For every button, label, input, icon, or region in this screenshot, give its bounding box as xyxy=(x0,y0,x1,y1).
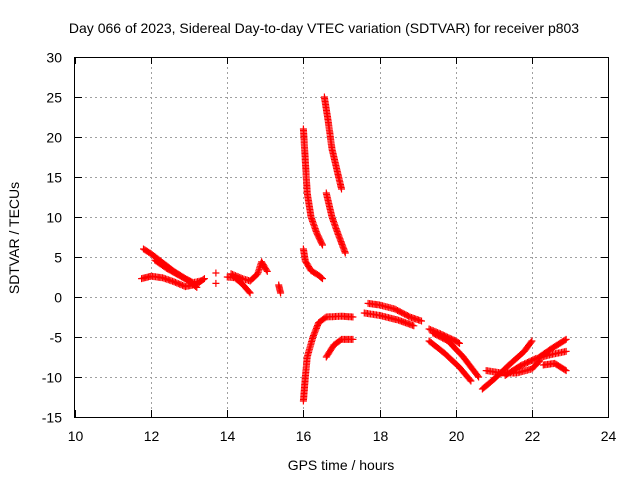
data-point xyxy=(528,337,536,345)
data-point xyxy=(466,376,474,384)
data-point xyxy=(212,279,220,287)
track-arc-5 xyxy=(227,258,271,285)
y-tick-label: -15 xyxy=(42,410,62,426)
y-tick-label: 25 xyxy=(46,90,62,106)
track-arc-3 xyxy=(151,256,201,291)
track-arc-14 xyxy=(360,309,418,330)
data-point xyxy=(562,347,570,355)
track-arc-9 xyxy=(320,93,345,193)
data-point xyxy=(561,336,569,344)
y-tick-label: 5 xyxy=(54,250,62,266)
track-arc-7 xyxy=(299,125,326,249)
data-point xyxy=(410,322,418,330)
data-point xyxy=(454,339,462,347)
chart-title: Day 066 of 2023, Sidereal Day-to-day VTE… xyxy=(69,20,579,36)
y-axis-label: SDTVAR / TECUs xyxy=(6,182,22,294)
track-arc-8 xyxy=(299,245,326,283)
data-point xyxy=(199,276,207,283)
data-point xyxy=(212,269,220,277)
data-point xyxy=(200,275,208,283)
x-tick-label: 24 xyxy=(601,428,617,444)
track-arc-20 xyxy=(501,347,570,379)
data-point xyxy=(527,338,535,346)
track-arc-13 xyxy=(364,299,425,325)
y-tick-label: 10 xyxy=(46,210,62,226)
y-tick-label: -10 xyxy=(42,370,62,386)
data-point xyxy=(338,185,345,193)
data-point xyxy=(245,288,253,296)
data-point xyxy=(562,335,570,343)
x-tick-labels: 10 12 14 16 18 20 22 24 xyxy=(68,428,617,444)
track-arc-22 xyxy=(539,359,570,375)
x-tick-label: 20 xyxy=(449,428,465,444)
track-arc-11 xyxy=(299,312,357,405)
track-arc-16 xyxy=(425,337,475,385)
x-tick-label: 18 xyxy=(373,428,389,444)
y-tick-label: 30 xyxy=(46,50,62,66)
track-arc-21 xyxy=(536,335,570,361)
data-point xyxy=(277,289,285,297)
data-point xyxy=(418,317,425,325)
y-tick-label: 0 xyxy=(54,290,62,306)
x-tick-label: 14 xyxy=(220,428,236,444)
data-point xyxy=(341,249,349,257)
data-point xyxy=(192,283,200,290)
x-tick-label: 12 xyxy=(144,428,160,444)
track-arc-6 xyxy=(275,281,285,297)
data-point xyxy=(349,335,357,343)
data-point xyxy=(475,373,483,381)
x-tick-label: 22 xyxy=(525,428,541,444)
y-tick-label: -5 xyxy=(50,330,63,346)
track-arc-12 xyxy=(322,335,357,361)
y-tick-label: 15 xyxy=(46,170,62,186)
x-tick-label: 16 xyxy=(296,428,312,444)
x-tick-label: 10 xyxy=(68,428,84,444)
plot-frame xyxy=(74,57,609,418)
data-point xyxy=(318,274,325,282)
data-point xyxy=(562,367,570,375)
outlier-points xyxy=(212,269,220,287)
y-tick-label: 20 xyxy=(46,130,62,146)
data-point xyxy=(318,240,326,248)
track-arc-17 xyxy=(429,329,483,381)
x-axis-label: GPS time / hours xyxy=(288,457,395,473)
data-point xyxy=(319,275,326,283)
data-point xyxy=(263,267,271,275)
data-point xyxy=(467,377,475,385)
data-point xyxy=(474,372,482,380)
axis-ticks xyxy=(75,57,609,418)
data-point xyxy=(262,266,270,274)
data-points xyxy=(138,93,570,405)
data-point xyxy=(349,313,357,321)
data-point xyxy=(456,339,463,347)
data-point xyxy=(193,283,201,291)
track-arc-10 xyxy=(322,189,349,257)
data-point xyxy=(561,366,569,374)
y-tick-labels: -15 -10 -5 0 5 10 15 20 25 30 xyxy=(42,50,62,426)
data-point xyxy=(319,241,326,249)
data-point xyxy=(246,289,254,297)
